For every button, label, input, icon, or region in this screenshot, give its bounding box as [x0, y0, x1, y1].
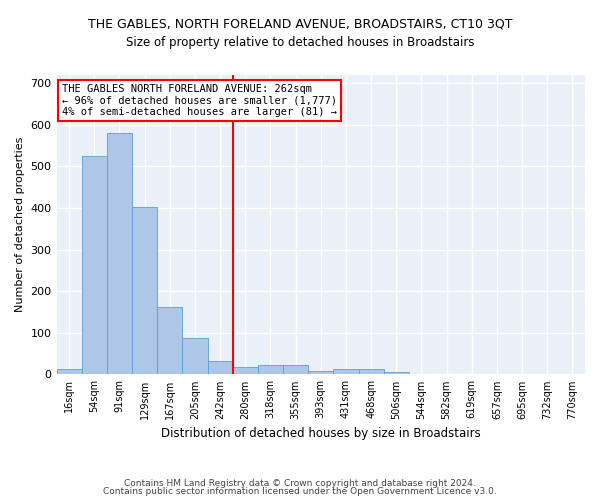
- Bar: [107, 133, 132, 374]
- Bar: [383, 372, 409, 374]
- Bar: [334, 370, 359, 374]
- X-axis label: Distribution of detached houses by size in Broadstairs: Distribution of detached houses by size …: [161, 427, 481, 440]
- Bar: [258, 366, 283, 374]
- Text: THE GABLES, NORTH FORELAND AVENUE, BROADSTAIRS, CT10 3QT: THE GABLES, NORTH FORELAND AVENUE, BROAD…: [88, 18, 512, 30]
- Text: Contains HM Land Registry data © Crown copyright and database right 2024.: Contains HM Land Registry data © Crown c…: [124, 478, 476, 488]
- Bar: [56, 369, 82, 374]
- Text: Size of property relative to detached houses in Broadstairs: Size of property relative to detached ho…: [126, 36, 474, 49]
- Bar: [82, 156, 107, 374]
- Bar: [182, 338, 208, 374]
- Bar: [233, 368, 258, 374]
- Text: THE GABLES NORTH FORELAND AVENUE: 262sqm
← 96% of detached houses are smaller (1: THE GABLES NORTH FORELAND AVENUE: 262sqm…: [62, 84, 337, 117]
- Bar: [157, 307, 182, 374]
- Text: Contains public sector information licensed under the Open Government Licence v3: Contains public sector information licen…: [103, 487, 497, 496]
- Bar: [359, 370, 383, 374]
- Y-axis label: Number of detached properties: Number of detached properties: [15, 137, 25, 312]
- Bar: [208, 361, 233, 374]
- Bar: [308, 371, 334, 374]
- Bar: [283, 366, 308, 374]
- Bar: [132, 207, 157, 374]
